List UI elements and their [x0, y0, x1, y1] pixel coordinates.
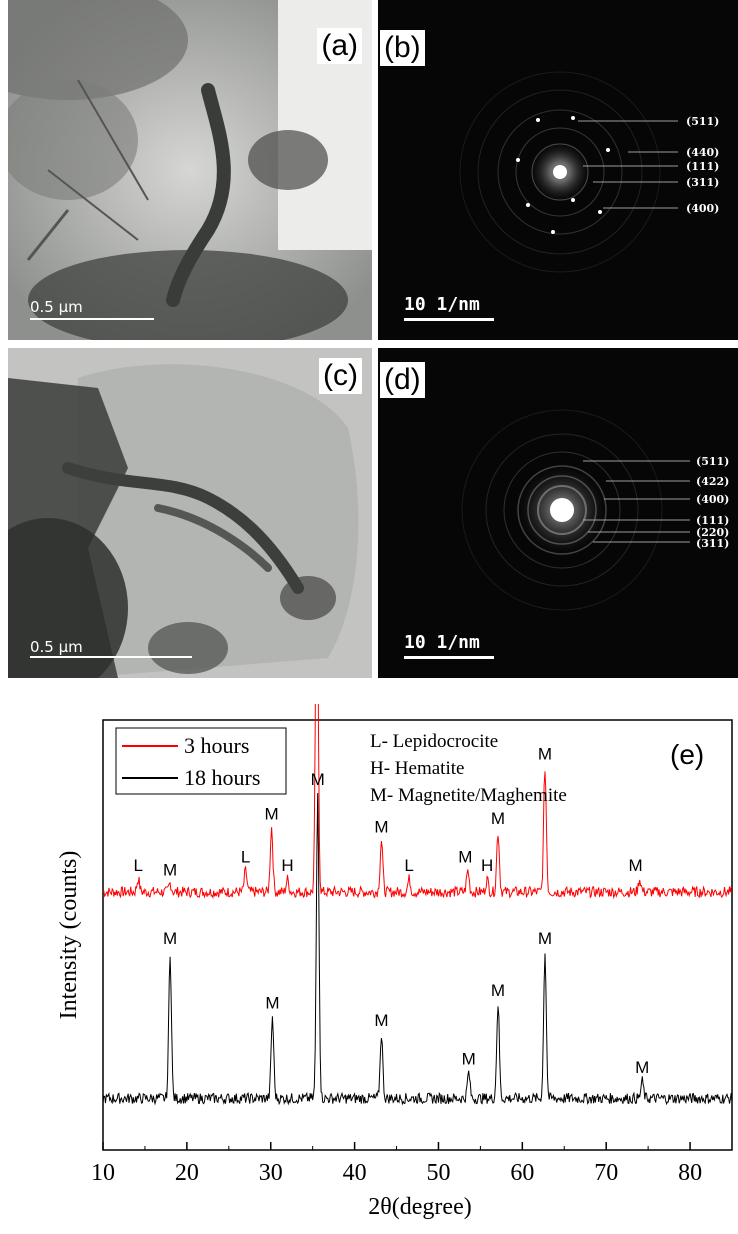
x-axis-label: 2θ(degree) — [368, 1194, 471, 1220]
tem-image-c: (c) 0.5 µm — [8, 348, 372, 678]
peak-label: M — [538, 929, 552, 948]
x-tick-label: 70 — [594, 1160, 618, 1186]
panel-label-e: (e) — [670, 739, 704, 770]
ring-label-b: (311) — [686, 176, 719, 189]
peak-annotations: LMLMHMMLMHMMMMMMMMMMM — [133, 744, 649, 1077]
x-tick-label: 80 — [678, 1160, 702, 1186]
saed-pattern-b: (511) (440) (111) (311) (400) (b) 10 1/n… — [378, 0, 738, 340]
peak-label: L — [133, 856, 142, 875]
saed-pattern-d: (511) (422) (400) (111) (220) (311) (d) … — [378, 348, 738, 678]
scale-bar-d — [404, 656, 494, 659]
peak-label: L — [241, 848, 250, 867]
panel-label-a: (a) — [317, 28, 362, 64]
ring-label-d: (220) — [696, 526, 729, 539]
x-tick-label: 30 — [259, 1160, 283, 1186]
note-lepidocrocite: L- Lepidocrocite — [370, 731, 498, 752]
scale-bar-a — [30, 318, 154, 320]
scale-bar-b — [404, 318, 494, 321]
peak-label: H — [481, 856, 493, 875]
x-tick-label: 20 — [175, 1160, 199, 1186]
plot-frame — [102, 719, 733, 1151]
note-hematite: H- Hematite — [370, 758, 464, 779]
x-tick-label: 50 — [426, 1160, 450, 1186]
scale-label-a: 0.5 µm — [30, 298, 83, 316]
series-layer — [102, 704, 733, 1106]
peak-label: H — [281, 856, 293, 875]
scale-label-d: 10 1/nm — [404, 632, 480, 653]
scale-label-b: 10 1/nm — [404, 294, 480, 315]
peak-label: M — [265, 994, 279, 1013]
panel-label-b: (b) — [380, 30, 425, 66]
peak-label: M — [462, 1050, 476, 1069]
ring-label-d: (311) — [696, 537, 729, 550]
x-tick-label: 40 — [343, 1160, 367, 1186]
scale-label-c: 0.5 µm — [30, 638, 83, 656]
peak-label: M — [458, 848, 472, 867]
peak-label: M — [163, 929, 177, 948]
peak-label: M — [491, 809, 505, 828]
legend-label-3h: 3 hours — [184, 733, 249, 758]
panel-label-c: (c) — [319, 358, 362, 394]
ring-label-d: (511) — [696, 455, 729, 468]
peak-label: M — [635, 1058, 649, 1077]
peak-label: M — [628, 856, 642, 875]
y-axis-label: Intensity (counts) — [56, 851, 82, 1020]
ring-label-b: (400) — [686, 202, 719, 215]
series-line — [102, 704, 733, 900]
legend-box — [115, 727, 287, 795]
peak-label: M — [491, 981, 505, 1000]
series-line — [102, 792, 733, 1106]
peak-label: L — [404, 856, 413, 875]
peak-label: M — [374, 817, 388, 836]
saed-rings-d: (511) (422) (400) (111) (220) (311) — [461, 409, 729, 611]
peak-label: M — [264, 805, 278, 824]
legend-label-18h: 18 hours — [184, 765, 260, 790]
ring-label-b: (111) — [686, 160, 719, 173]
peak-label: M — [163, 860, 177, 879]
x-axis-ticks: 10 20 30 40 50 60 70 80 — [91, 1142, 702, 1186]
ring-label-b: (511) — [686, 115, 719, 128]
ring-label-d: (111) — [696, 514, 729, 527]
peak-label: M — [538, 744, 552, 763]
ring-label-d: (400) — [696, 493, 729, 506]
peak-label: M — [374, 1011, 388, 1030]
peak-label: M — [311, 770, 325, 789]
x-tick-label: 10 — [91, 1160, 115, 1186]
panel-label-d: (d) — [380, 362, 425, 398]
x-tick-label: 60 — [510, 1160, 534, 1186]
scale-bar-c — [30, 656, 192, 658]
ring-label-d: (422) — [696, 475, 729, 488]
ring-label-b: (440) — [686, 146, 719, 159]
tem-image-a: (a) 0.5 µm — [8, 0, 372, 340]
tem-texture-c — [8, 348, 372, 678]
saed-rings-b: (511) (440) (111) (311) (400) — [459, 71, 719, 273]
note-magnetite: M- Magnetite/Maghemite — [370, 785, 567, 806]
